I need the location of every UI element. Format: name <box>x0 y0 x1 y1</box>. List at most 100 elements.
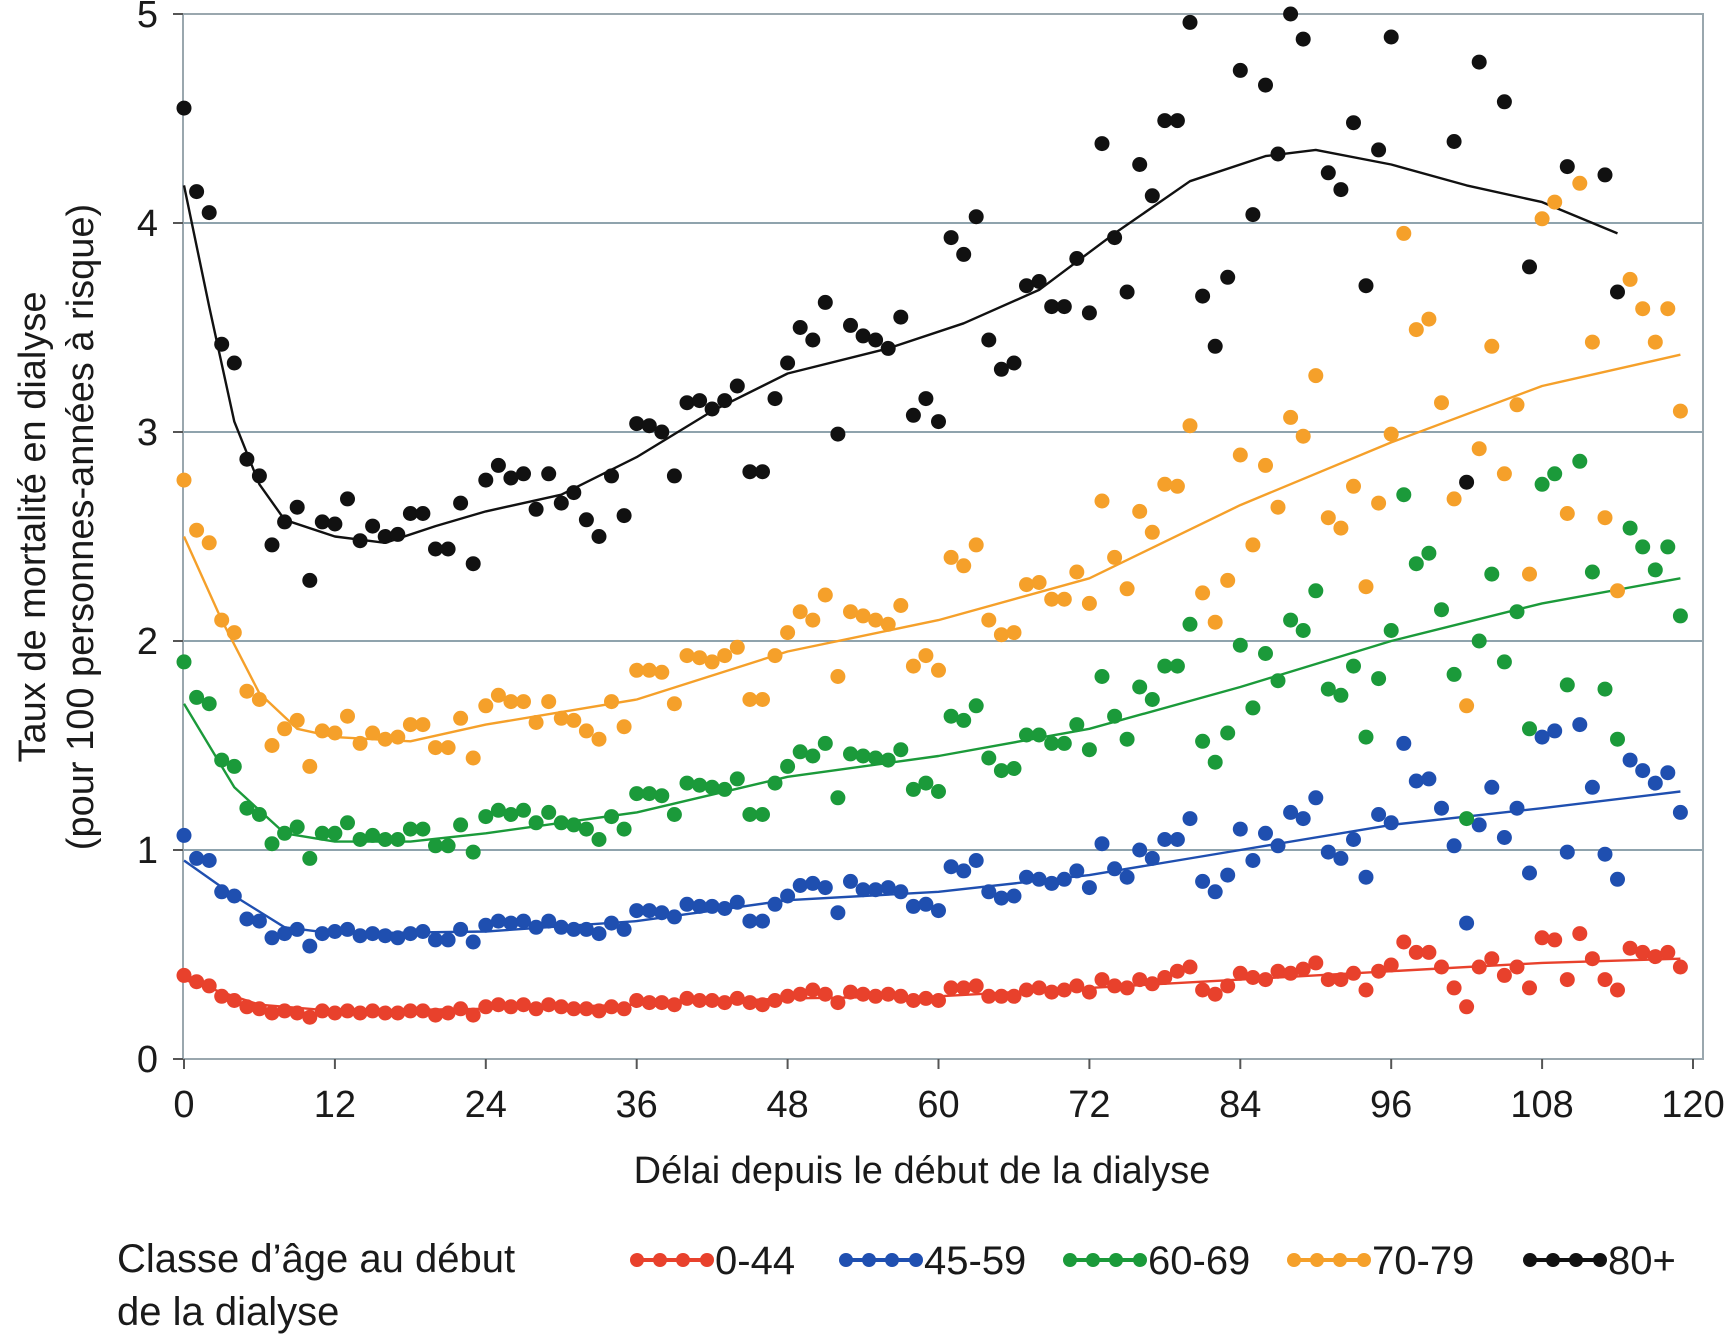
data-point <box>453 817 469 833</box>
data-point <box>1245 853 1261 868</box>
data-point <box>1584 951 1600 967</box>
data-point <box>1232 62 1248 78</box>
data-point <box>993 361 1009 377</box>
data-point <box>1056 735 1072 751</box>
data-point <box>1195 585 1211 601</box>
data-point <box>1283 612 1299 628</box>
data-point <box>352 832 368 847</box>
y-tick-label: 2 <box>137 621 158 663</box>
data-point <box>1283 804 1299 820</box>
data-point <box>1031 980 1047 996</box>
legend-swatch-dot <box>653 1253 667 1267</box>
data-point <box>239 911 255 927</box>
data-point <box>1396 735 1412 751</box>
data-point <box>1396 487 1412 503</box>
data-point <box>1610 982 1625 998</box>
data-point <box>1584 564 1600 580</box>
data-point <box>1270 963 1286 979</box>
data-point <box>1258 77 1273 93</box>
data-point <box>440 1005 456 1021</box>
data-point <box>717 781 733 797</box>
data-point <box>692 993 708 1008</box>
data-point <box>1308 790 1324 806</box>
data-point <box>1207 338 1223 354</box>
data-point <box>402 506 418 521</box>
data-point <box>1459 915 1475 931</box>
data-point <box>968 853 984 868</box>
data-point <box>880 752 896 768</box>
data-point <box>1220 867 1236 883</box>
data-point <box>1081 595 1097 611</box>
data-point <box>591 832 607 847</box>
legend-item-0-44: 0-44 <box>630 1239 795 1283</box>
data-point <box>352 533 368 549</box>
data-point <box>1371 142 1387 158</box>
data-point <box>1258 646 1273 661</box>
data-point <box>805 875 821 891</box>
data-point <box>1308 368 1324 384</box>
data-point <box>352 735 368 751</box>
data-point <box>1534 211 1550 227</box>
data-point <box>566 485 582 501</box>
data-point <box>817 735 833 751</box>
data-point <box>176 654 192 670</box>
data-point <box>1383 426 1399 442</box>
data-point <box>566 712 582 728</box>
data-point <box>1144 976 1160 992</box>
data-point <box>1434 602 1449 618</box>
data-point <box>1308 955 1324 971</box>
data-point <box>1597 846 1613 862</box>
data-point <box>1547 194 1563 210</box>
y-axis-title-line2: (pour 100 personnes-années à risque) <box>60 204 102 850</box>
data-point <box>1207 884 1223 900</box>
data-point <box>1056 982 1072 998</box>
data-point <box>1597 167 1613 183</box>
data-point <box>1006 625 1022 641</box>
data-point <box>1484 779 1500 795</box>
legend-swatch-dot <box>839 1253 853 1267</box>
data-point <box>805 748 821 764</box>
data-point <box>755 807 770 822</box>
data-point <box>428 740 443 756</box>
data-point <box>566 1001 582 1017</box>
data-point <box>943 980 959 996</box>
legend-swatch-dot <box>1523 1253 1537 1267</box>
data-point <box>226 888 242 904</box>
data-point <box>1547 466 1563 482</box>
data-point <box>289 712 305 728</box>
data-point <box>1358 982 1374 998</box>
data-point <box>1672 403 1688 419</box>
data-point <box>428 838 443 854</box>
data-point <box>490 913 506 929</box>
data-point <box>1572 175 1588 191</box>
data-point <box>666 468 682 484</box>
data-point <box>1056 591 1072 607</box>
data-point <box>1610 871 1625 887</box>
data-point <box>604 915 619 931</box>
data-point <box>189 689 205 705</box>
data-point <box>516 913 531 929</box>
data-point <box>453 495 469 511</box>
data-point <box>817 587 833 603</box>
data-point <box>905 658 921 674</box>
legend-label: 60-69 <box>1148 1239 1250 1283</box>
data-point <box>1220 269 1236 285</box>
data-point <box>1069 978 1085 994</box>
data-point <box>578 821 594 837</box>
legend-swatch-dot <box>1310 1253 1324 1267</box>
data-point <box>717 393 733 409</box>
data-point <box>1031 871 1047 887</box>
data-point <box>1258 972 1273 988</box>
data-point <box>880 340 896 356</box>
data-point <box>1396 934 1412 950</box>
data-point <box>327 725 343 741</box>
data-point <box>390 1005 406 1021</box>
data-point <box>1635 944 1651 960</box>
y-tick-label: 5 <box>137 0 158 36</box>
data-point <box>377 529 393 544</box>
data-point <box>390 526 406 542</box>
data-point <box>1220 725 1236 741</box>
x-axis-ticks: 0 12 24 36 48 60 72 84 96 108 120 <box>173 1059 1725 1126</box>
data-point <box>1295 428 1311 444</box>
data-point <box>1019 727 1034 743</box>
